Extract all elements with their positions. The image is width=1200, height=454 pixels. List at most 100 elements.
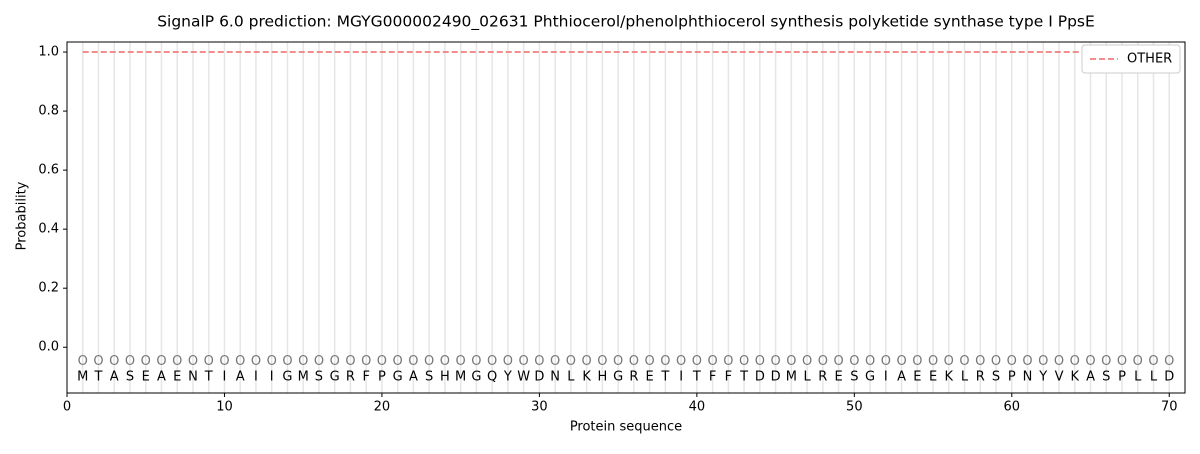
residue-label: T	[204, 369, 213, 384]
residue-label: S	[315, 369, 323, 384]
residue-label: G	[393, 369, 403, 384]
x-tick-label: 30	[531, 400, 548, 415]
residue-label: D	[755, 369, 765, 384]
state-label: O	[93, 354, 103, 369]
state-label: O	[676, 354, 686, 369]
residue-label: I	[254, 369, 258, 384]
residue-label: S	[850, 369, 858, 384]
residue-label: T	[739, 369, 748, 384]
residue-label: S	[126, 369, 134, 384]
residue-label: D	[1164, 369, 1174, 384]
state-label: O	[188, 354, 198, 369]
state-label: O	[833, 354, 843, 369]
state-label: O	[298, 354, 308, 369]
residue-label: A	[110, 369, 119, 384]
y-tick-label: 0.4	[38, 222, 59, 237]
residue-label: A	[157, 369, 166, 384]
state-label: O	[456, 354, 466, 369]
residue-label: G	[282, 369, 292, 384]
state-label: O	[645, 354, 655, 369]
y-tick-label: 1.0	[38, 45, 59, 60]
residue-label: L	[961, 369, 969, 384]
state-label: O	[172, 354, 182, 369]
residue-label: L	[803, 369, 811, 384]
state-label: O	[440, 354, 450, 369]
residue-label: M	[298, 369, 309, 384]
residue-label: M	[455, 369, 466, 384]
state-label: O	[1101, 354, 1111, 369]
state-label: O	[1148, 354, 1158, 369]
state-label: O	[1007, 354, 1017, 369]
y-axis-label: Probability	[15, 181, 30, 250]
residue-label: L	[1150, 369, 1158, 384]
residue-label: G	[865, 369, 875, 384]
state-label: O	[959, 354, 969, 369]
state-label: O	[219, 354, 229, 369]
state-label: O	[330, 354, 340, 369]
residue-label: G	[613, 369, 623, 384]
state-label: O	[755, 354, 765, 369]
residue-label: F	[709, 369, 716, 384]
state-label: O	[1070, 354, 1080, 369]
x-tick-label: 40	[689, 400, 706, 415]
residue-label: E	[142, 369, 150, 384]
state-label: O	[204, 354, 214, 369]
residue-label: D	[771, 369, 781, 384]
state-label: O	[534, 354, 544, 369]
x-tick-label: 0	[63, 400, 71, 415]
state-label: O	[408, 354, 418, 369]
state-label: O	[739, 354, 749, 369]
state-label: O	[1038, 354, 1048, 369]
state-label: O	[156, 354, 166, 369]
state-label: O	[267, 354, 277, 369]
residue-label: E	[646, 369, 654, 384]
residue-label: A	[409, 369, 418, 384]
state-label: O	[1054, 354, 1064, 369]
residue-label: S	[425, 369, 433, 384]
state-label: O	[141, 354, 151, 369]
state-label: O	[881, 354, 891, 369]
residue-label: H	[440, 369, 450, 384]
y-tick-label: 0.8	[38, 104, 59, 119]
state-label: O	[251, 354, 261, 369]
legend-label: OTHER	[1127, 52, 1172, 67]
residue-label: R	[629, 369, 638, 384]
residue-label: I	[223, 369, 227, 384]
state-label: O	[345, 354, 355, 369]
state-label: O	[582, 354, 592, 369]
state-label: O	[991, 354, 1001, 369]
state-label: O	[770, 354, 780, 369]
residue-label: G	[330, 369, 340, 384]
x-tick-label: 60	[1004, 400, 1021, 415]
x-tick-label: 10	[216, 400, 233, 415]
state-label: O	[802, 354, 812, 369]
residue-label: S	[1102, 369, 1110, 384]
y-tick-label: 0.0	[38, 340, 59, 355]
state-label: O	[503, 354, 513, 369]
state-label: O	[613, 354, 623, 369]
residue-label: P	[378, 369, 386, 384]
residue-label: I	[270, 369, 274, 384]
residue-label: Y	[1038, 369, 1047, 384]
residue-label: H	[597, 369, 607, 384]
residue-label: D	[534, 369, 544, 384]
residue-label: E	[913, 369, 921, 384]
residue-label: P	[1118, 369, 1126, 384]
plot-frame	[66, 41, 1186, 394]
residue-label: N	[188, 369, 198, 384]
state-label: O	[1085, 354, 1095, 369]
residue-label: R	[346, 369, 355, 384]
x-tick-label: 70	[1161, 400, 1178, 415]
state-label: O	[282, 354, 292, 369]
state-label: O	[235, 354, 245, 369]
residue-label: V	[1055, 369, 1064, 384]
state-label: O	[928, 354, 938, 369]
state-label: O	[692, 354, 702, 369]
residue-label: F	[725, 369, 732, 384]
residue-label: Q	[487, 369, 497, 384]
residue-label: M	[786, 369, 797, 384]
residue-label: A	[236, 369, 245, 384]
x-tick-label: 50	[846, 400, 863, 415]
residue-label: L	[1134, 369, 1142, 384]
